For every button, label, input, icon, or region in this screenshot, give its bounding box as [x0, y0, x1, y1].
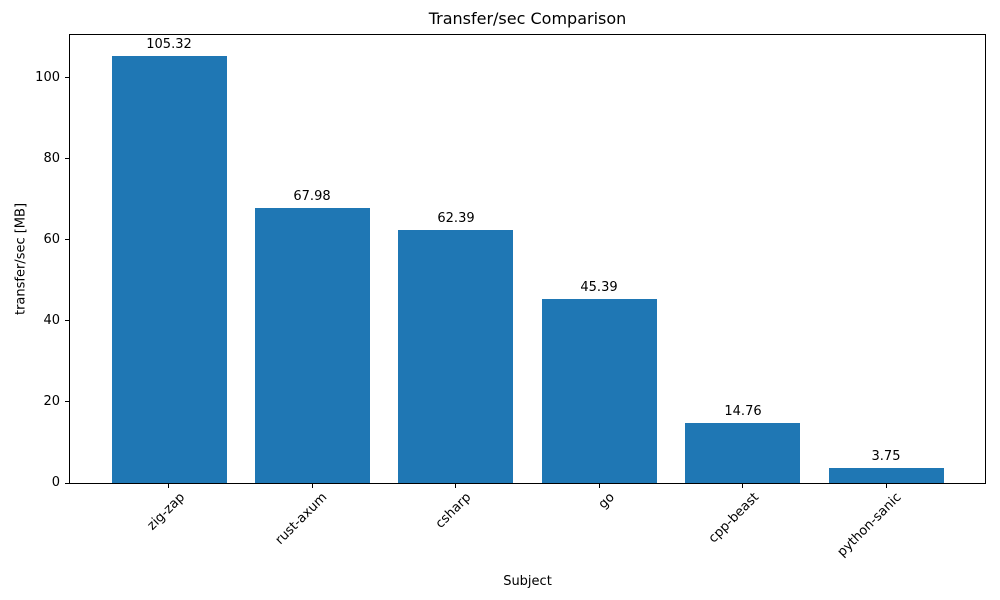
x-tick-mark: [886, 484, 887, 488]
bar-value-label: 3.75: [871, 449, 901, 464]
bar-rust-axum: [255, 208, 370, 483]
y-tick-mark: [65, 77, 69, 78]
bar-go: [542, 299, 657, 483]
y-tick-label: 60: [43, 232, 60, 247]
x-tick-mark: [168, 484, 169, 488]
y-tick-mark: [65, 483, 69, 484]
x-tick-label-cpp-beast: cpp-beast: [705, 490, 762, 547]
y-tick-label: 80: [43, 151, 60, 166]
bar-csharp: [398, 230, 513, 483]
bar-value-label: 14.76: [724, 404, 762, 419]
y-tick-label: 0: [51, 475, 60, 490]
y-tick-label: 20: [43, 394, 60, 409]
y-tick-label: 100: [35, 70, 60, 85]
bar-cpp-beast: [685, 423, 800, 483]
bar-value-label: 45.39: [580, 280, 618, 295]
y-tick-mark: [65, 320, 69, 321]
x-tick-label-go: go: [595, 490, 618, 513]
bar-value-label: 67.98: [293, 189, 331, 204]
x-tick-mark: [455, 484, 456, 488]
x-tick-label-csharp: csharp: [433, 490, 475, 532]
bar-zig-zap: [112, 56, 227, 483]
y-tick-mark: [65, 401, 69, 402]
x-tick-label-zig-zap: zig-zap: [144, 490, 188, 534]
x-tick-label-rust-axum: rust-axum: [272, 490, 331, 548]
bar-python-sanic: [829, 468, 944, 483]
x-tick-mark: [742, 484, 743, 488]
y-tick-mark: [65, 158, 69, 159]
y-tick-mark: [65, 239, 69, 240]
x-tick-mark: [312, 484, 313, 488]
x-tick-label-python-sanic: python-sanic: [834, 490, 905, 560]
y-tick-label: 40: [43, 313, 60, 328]
plot-area: 105.32 67.98 62.39 45.39 14.76 3.75: [69, 34, 986, 484]
bar-value-label: 62.39: [437, 211, 475, 226]
chart-title: Transfer/sec Comparison: [428, 9, 627, 28]
x-tick-mark: [599, 484, 600, 488]
bar-value-label: 105.32: [146, 37, 192, 52]
y-axis-label: transfer/sec [MB]: [13, 202, 29, 316]
x-axis-label: Subject: [503, 574, 552, 589]
